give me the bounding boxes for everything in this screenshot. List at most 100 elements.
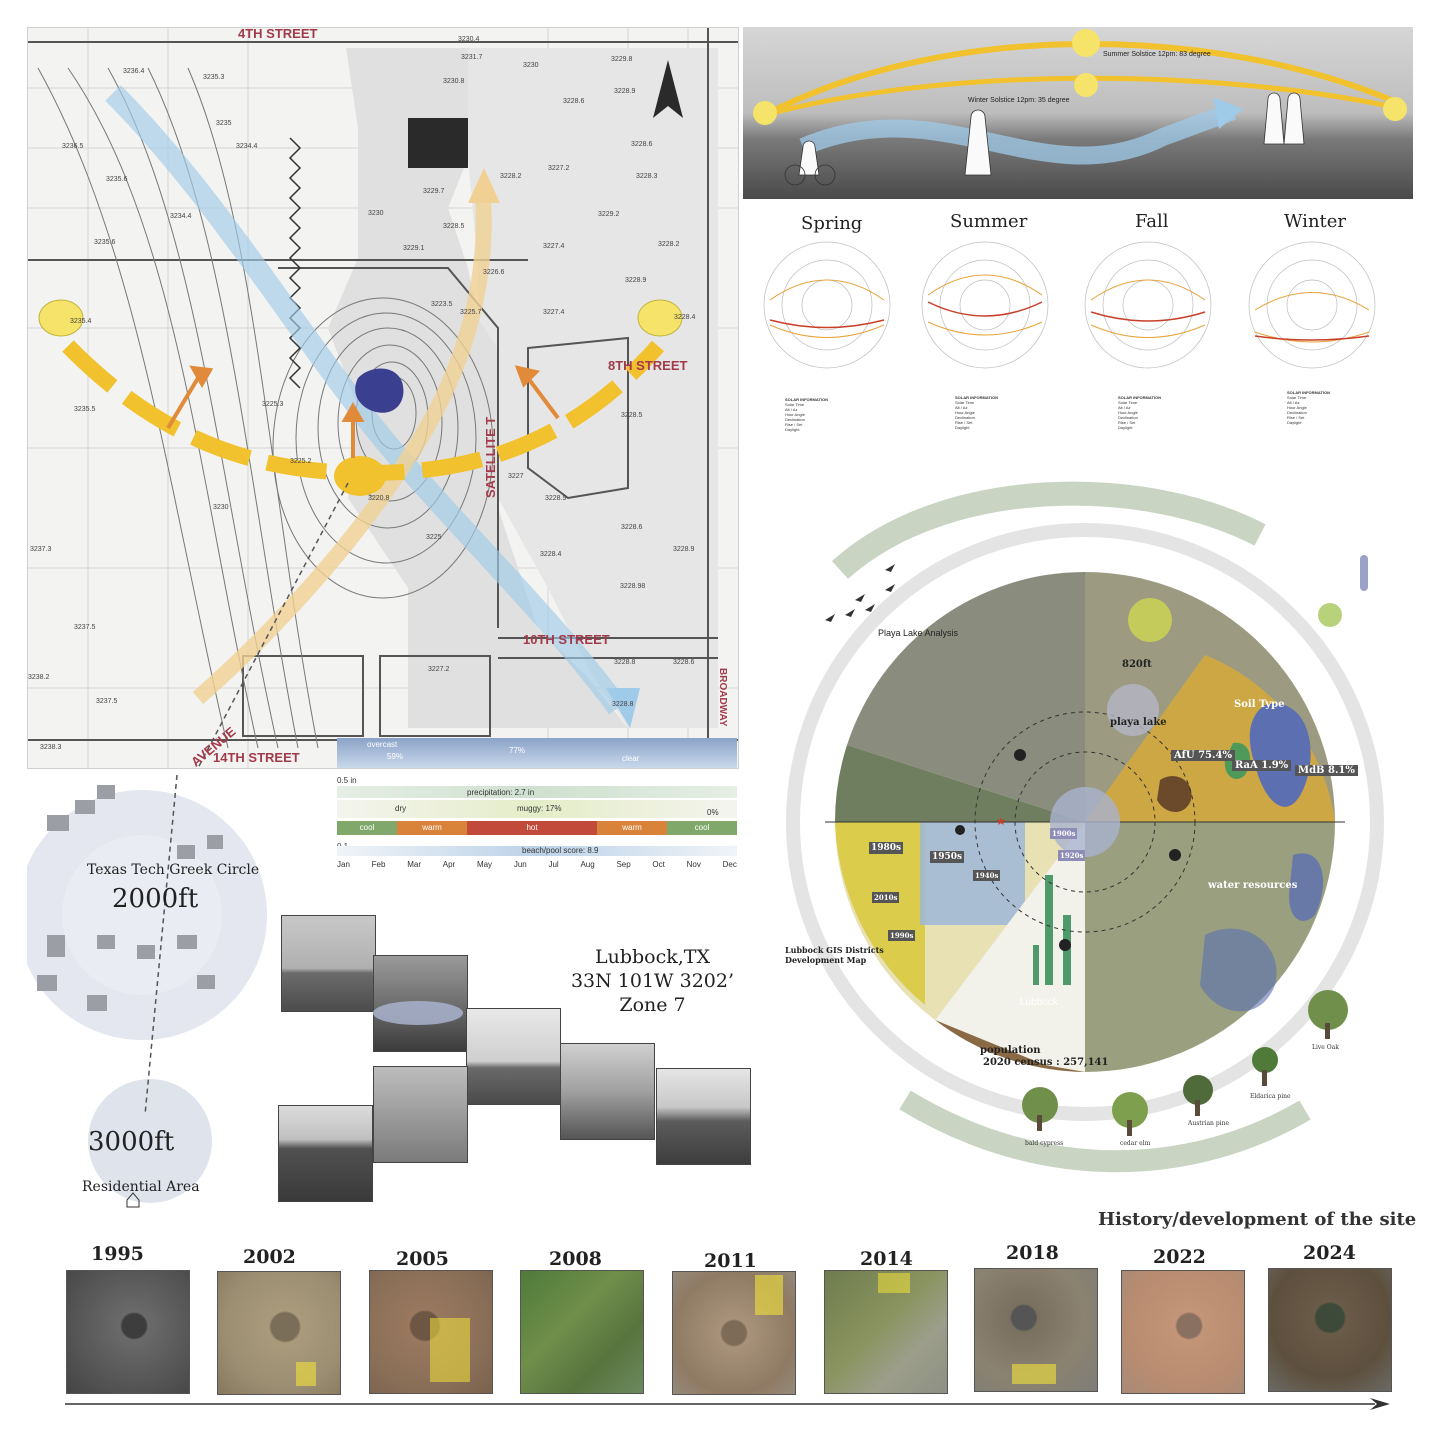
playa-lake <box>355 368 404 413</box>
solar-info-row: Rise / Set <box>1118 420 1136 425</box>
solar-info-row: Solar Time <box>1287 395 1307 400</box>
street-label-broadway: BROADWAY <box>717 668 728 727</box>
highlight-zone <box>755 1275 783 1315</box>
wheel-ring <box>786 523 1384 1121</box>
decade-label: 1920s <box>1058 850 1086 861</box>
elevation-label: 3230 <box>368 210 384 217</box>
elevation-label: 3228.4 <box>540 551 562 558</box>
lubbock-chart-label: Lubbock <box>1020 997 1058 1008</box>
quadrant-playa-photo <box>847 571 1085 822</box>
month-label: Jan <box>337 860 350 869</box>
proximity-diagram <box>27 775 267 1208</box>
distance-820-label: 820ft <box>1122 659 1152 670</box>
gis-title: Lubbock GIS Districts Development Map <box>785 945 884 965</box>
elevation-label: 3230 <box>523 62 539 69</box>
solar-info-row: Solar Time <box>785 402 805 407</box>
solar-info-row: Alt / Az <box>1118 405 1131 410</box>
location-city: Lubbock,TX <box>594 946 710 968</box>
temp-band-warm: warm <box>597 821 667 835</box>
sun-panorama-drawing <box>753 29 1407 186</box>
elevation-label: 3235.4 <box>70 318 92 325</box>
muggy-label: muggy: 17% <box>517 804 562 813</box>
street-label-satellite: SATELLITE T <box>483 416 498 498</box>
solar-info-row: Hour Angle <box>1287 405 1307 410</box>
elevation-label: 3235.6 <box>94 239 116 246</box>
highlight-zone <box>430 1318 470 1382</box>
sun-icon <box>334 456 386 496</box>
elevation-label: 3228.6 <box>621 524 643 531</box>
sun-track-spring <box>769 319 885 329</box>
precipitation-label: precipitation: 2.7 in <box>467 788 535 797</box>
population-label: population <box>980 1045 1041 1056</box>
greek-circle-label: Texas Tech Greek Circle <box>87 862 260 878</box>
sun-track-summer <box>927 301 1043 317</box>
sun-track-fall <box>1090 311 1206 322</box>
year-label: 1995 <box>91 1243 144 1265</box>
solar-info-row: Hour Angle <box>785 412 805 417</box>
sun-track-winter <box>1254 335 1370 341</box>
solar-info-row: Alt / Az <box>1287 400 1300 405</box>
elevation-label: 3228.5 <box>621 412 643 419</box>
year-label: 2024 <box>1303 1242 1356 1264</box>
sun-icon <box>753 101 777 125</box>
season-label-summer: Summer <box>950 211 1028 232</box>
month-label: Feb <box>371 860 386 869</box>
solar-info-title: SOLAR INFORMATION <box>1118 395 1162 400</box>
month-label: Jul <box>548 860 559 869</box>
elevation-label: 3228.9 <box>625 277 647 284</box>
solar-info-row: Daylight <box>785 427 800 432</box>
elevation-label: 3228.98 <box>620 583 646 590</box>
dry-label: dry <box>395 804 407 813</box>
decade-label: 1980s <box>869 842 904 854</box>
building-block <box>408 118 468 168</box>
elevation-label: 3230.4 <box>458 36 480 43</box>
year-label: 2011 <box>704 1250 757 1272</box>
temp-band-warm: warm <box>397 821 467 835</box>
elevation-label: 3235 <box>216 120 232 127</box>
street-label-10th: 10TH STREET <box>523 632 610 647</box>
elevation-label: 3225 <box>426 534 442 541</box>
solar-info-title: SOLAR INFORMATION <box>785 397 829 402</box>
site-map: 4TH STREET 8TH STREET 10TH STREET 14TH S… <box>27 27 739 769</box>
climate-strip: overcast 59% 77% clear 0.5 in precipitat… <box>337 738 737 873</box>
elevation-label: 3235.5 <box>74 406 96 413</box>
solar-info-fall: SOLAR INFORMATION Solar Time Alt / Az Ho… <box>1118 395 1161 430</box>
season-label-winter: Winter <box>1284 211 1347 232</box>
tree-label: bald cypress <box>1025 1140 1064 1147</box>
elevation-label: 3229.1 <box>403 245 425 252</box>
month-label: Nov <box>686 860 701 869</box>
clear-pct: 77% <box>509 746 526 755</box>
wheel-arc-top <box>831 481 1266 579</box>
north-arrow-icon <box>653 60 683 118</box>
location-zone: Zone 7 <box>619 994 686 1016</box>
tree-illustrations <box>1022 555 1368 1136</box>
year-label: 2008 <box>549 1248 602 1270</box>
highlight-zone <box>878 1273 910 1293</box>
decade-label: 2010s <box>872 892 900 903</box>
decade-label: 1900s <box>1050 828 1078 839</box>
elevation-label: 3223.5 <box>431 301 453 308</box>
elevation-label: 3228.9 <box>545 495 567 502</box>
aerial-1995 <box>66 1270 190 1394</box>
site-photo <box>656 1068 751 1165</box>
solar-info-row: Solar Time <box>955 400 975 405</box>
population-block: population 2020 census : 257,141 <box>980 1045 1108 1069</box>
aerial-2002 <box>217 1271 341 1395</box>
street-label-4th: 4TH STREET <box>238 27 318 41</box>
solar-info-row: Declination <box>1118 415 1138 420</box>
site-map-drawing <box>28 28 738 768</box>
month-label: Dec <box>722 860 737 869</box>
month-label: Oct <box>652 860 665 869</box>
solar-info-row: Hour Angle <box>1118 410 1138 415</box>
solar-info-row: Solar Time <box>1118 400 1138 405</box>
winter-solstice-label: Winter Solstice 12pm: 35 degree <box>968 97 1070 104</box>
elevation-label: 3228.6 <box>631 141 653 148</box>
photo-overlay-ellipse <box>373 1001 463 1025</box>
temp-band-cool: cool <box>667 821 737 835</box>
year-label: 2014 <box>860 1248 913 1270</box>
elevation-label: 3228.4 <box>674 314 696 321</box>
elevation-label: 3228.8 <box>612 701 634 708</box>
precip-scale: 0.5 in <box>337 776 357 785</box>
solar-info-winter: SOLAR INFORMATION Solar Time Alt / Az Ho… <box>1287 390 1330 425</box>
solar-info-spring: SOLAR INFORMATION Solar Time Alt / Az Ho… <box>785 397 828 432</box>
